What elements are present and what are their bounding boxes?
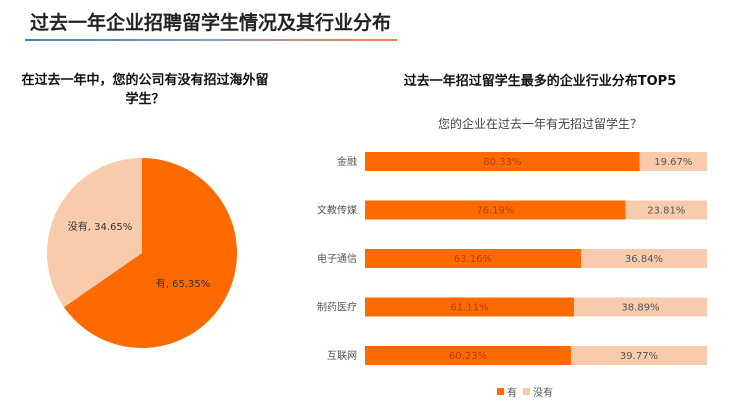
bar-yes — [365, 152, 640, 171]
data-label: 60.23% — [449, 351, 487, 362]
page-title: 过去一年企业招聘留学生情况及其行业分布 — [30, 12, 392, 34]
category-label: 文教传媒 — [317, 204, 357, 217]
pie-slice-0 — [63, 158, 238, 349]
legend-label: 有 — [507, 386, 517, 399]
category-label: 金融 — [337, 155, 357, 168]
category-label: 互联网 — [327, 350, 357, 362]
pie-label-1: 没有, 34.65% — [68, 220, 133, 233]
legend-swatch — [523, 388, 530, 395]
data-label: 38.89% — [621, 303, 659, 314]
bar-yes — [365, 297, 574, 317]
data-label: 36.84% — [625, 254, 663, 265]
category-label: 制药医疗 — [317, 301, 357, 314]
bar-title: 过去一年招过留学生最多的企业行业分布TOP5 — [403, 74, 677, 89]
category-label: 电子通信 — [317, 252, 357, 265]
pie-slice-1 — [47, 158, 142, 308]
pie-title: 在过去一年中，您的公司有没有招过海外留学生？ — [21, 73, 269, 107]
data-label: 80.33% — [483, 157, 521, 168]
bar-yes — [365, 346, 571, 365]
bar-no — [581, 249, 707, 268]
bar-no — [639, 152, 707, 171]
legend-swatch — [497, 388, 504, 395]
data-label: 39.77% — [620, 351, 658, 362]
data-label: 76.19% — [476, 206, 514, 217]
bar-no — [570, 346, 707, 365]
bar-no — [573, 297, 707, 317]
bar-yes — [365, 200, 626, 220]
data-label: 63.16% — [454, 254, 492, 265]
bar-no — [625, 200, 707, 220]
legend-label: 没有 — [533, 386, 553, 399]
bar-yes — [365, 249, 582, 268]
title-divider — [25, 39, 397, 41]
data-label: 61.11% — [450, 303, 488, 314]
data-label: 23.81% — [647, 206, 685, 217]
bar-subtitle: 您的企业在过去一年有无招过留学生？ — [437, 117, 642, 131]
data-label: 19.67% — [654, 157, 692, 168]
pie-label-0: 有, 65.35% — [156, 277, 211, 290]
